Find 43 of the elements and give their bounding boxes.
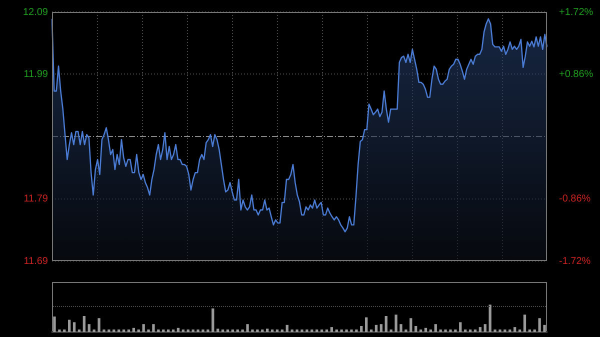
bar: [212, 308, 214, 332]
bar: [459, 322, 462, 332]
bar: [82, 316, 86, 332]
bar: [364, 317, 368, 332]
bar: [68, 320, 71, 332]
y2-tick-label: +1.72%: [559, 6, 594, 18]
y2-tick-label: +0.86%: [559, 69, 594, 80]
bar: [72, 322, 76, 332]
bar: [88, 324, 90, 332]
y2-tick-label: -0.86%: [559, 194, 591, 204]
bar: [380, 324, 383, 332]
bar: [523, 314, 526, 332]
bar: [513, 327, 516, 332]
bar: [394, 314, 398, 332]
bar: [360, 326, 363, 332]
bar: [142, 324, 145, 332]
y2-tick-label: -1.72%: [559, 256, 591, 267]
bar: [424, 328, 428, 332]
bar: [414, 326, 418, 332]
bar: [478, 327, 482, 332]
bar: [152, 324, 155, 332]
bar: [53, 316, 56, 332]
bar: [543, 324, 546, 332]
bar: [286, 324, 288, 332]
bar: [216, 328, 220, 332]
bar: [176, 328, 180, 332]
y-tick-label: 11.99: [24, 69, 48, 80]
bar: [384, 316, 388, 332]
bar: [98, 318, 100, 332]
bar: [488, 304, 492, 332]
bar: [400, 324, 402, 332]
bar: [434, 324, 437, 332]
y-tick-label: 11.69: [24, 256, 48, 267]
bar: [374, 324, 378, 332]
bar: [484, 324, 486, 332]
bar: [266, 328, 269, 332]
bar: [246, 324, 249, 332]
bar: [330, 327, 334, 332]
bar: [410, 318, 412, 332]
y-tick-label: 11.79: [24, 194, 48, 204]
bar: [132, 328, 136, 332]
bar: [538, 318, 541, 332]
y-tick-label: 12.09: [22, 6, 48, 18]
